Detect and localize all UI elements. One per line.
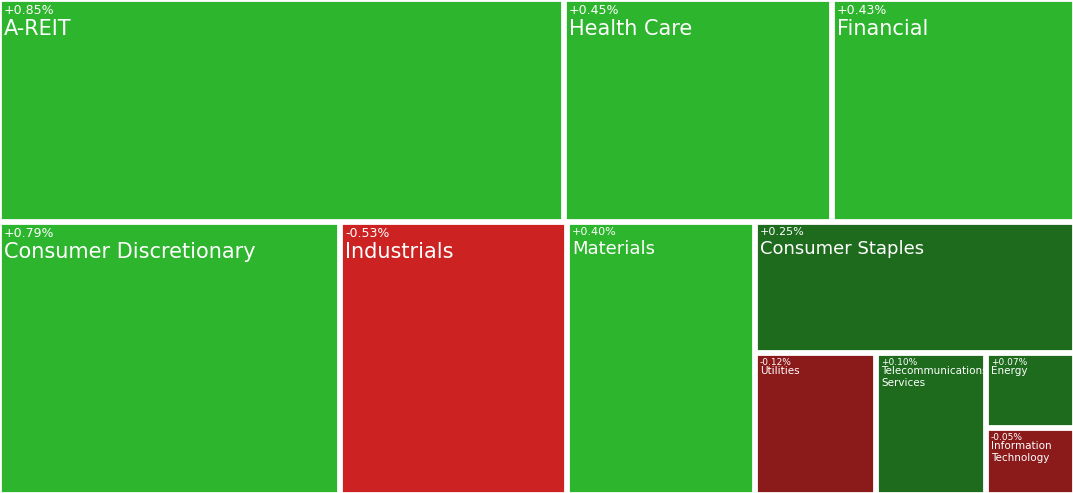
Text: +0.40%: +0.40% (572, 227, 617, 237)
Bar (833, 0, 1073, 220)
Text: Materials: Materials (572, 240, 655, 258)
Text: +0.85%: +0.85% (4, 4, 55, 17)
Text: Utilities: Utilities (760, 366, 799, 376)
Text: +0.43%: +0.43% (837, 4, 887, 17)
Bar (756, 223, 1073, 351)
Bar (0, 223, 338, 493)
Bar (987, 354, 1073, 426)
Text: Energy: Energy (991, 366, 1028, 376)
Text: Consumer Discretionary: Consumer Discretionary (4, 242, 255, 262)
Text: +0.07%: +0.07% (991, 358, 1027, 367)
Text: Industrials: Industrials (346, 242, 454, 262)
Bar (756, 354, 874, 493)
Text: +0.79%: +0.79% (4, 227, 55, 240)
Text: A-REIT: A-REIT (4, 19, 72, 39)
Text: -0.05%: -0.05% (991, 433, 1023, 442)
Text: Financial: Financial (837, 19, 928, 39)
Text: +0.45%: +0.45% (569, 4, 619, 17)
Text: Telecommunications
Services: Telecommunications Services (881, 366, 987, 387)
Text: Information
Technology: Information Technology (991, 441, 1052, 462)
Bar (987, 429, 1073, 493)
Text: -0.12%: -0.12% (760, 358, 792, 367)
Text: +0.25%: +0.25% (760, 227, 805, 237)
Text: Health Care: Health Care (569, 19, 692, 39)
Bar (568, 223, 753, 493)
Text: +0.10%: +0.10% (881, 358, 917, 367)
Text: Consumer Staples: Consumer Staples (760, 240, 924, 258)
Text: -0.53%: -0.53% (346, 227, 389, 240)
Bar (341, 223, 565, 493)
Bar (877, 354, 984, 493)
Bar (0, 0, 562, 220)
Bar (565, 0, 831, 220)
